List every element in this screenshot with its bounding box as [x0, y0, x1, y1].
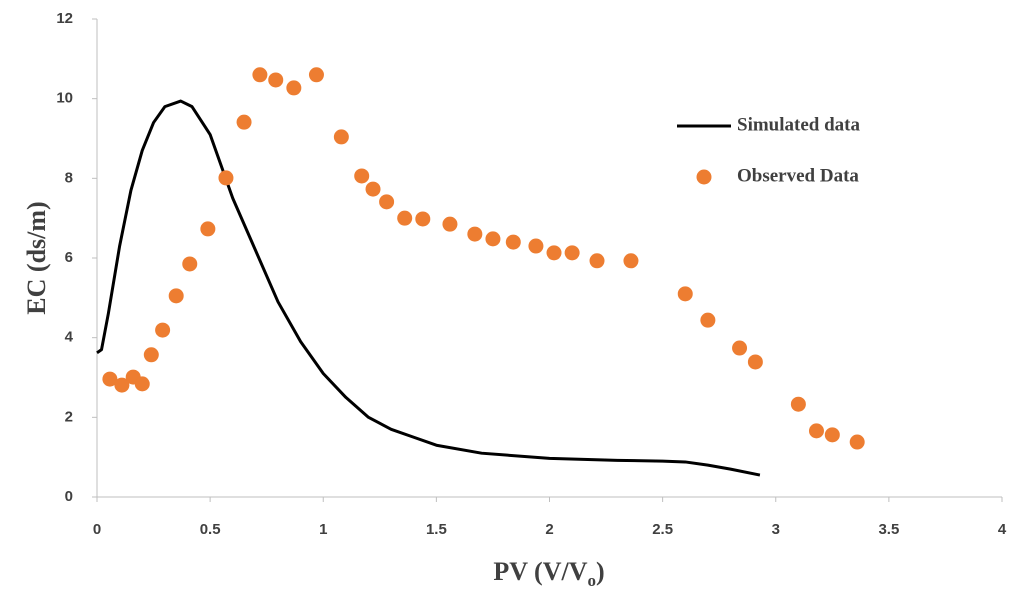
observed-point [747, 354, 763, 370]
observed-point [354, 168, 370, 184]
y-axis-label: EC (ds/m) [22, 201, 51, 314]
observed-point [564, 245, 580, 261]
observed-point [485, 231, 501, 247]
observed-point [143, 347, 159, 363]
y-tick-label: 0 [65, 488, 73, 505]
legend-swatch [696, 169, 712, 185]
observed-point [790, 396, 806, 412]
observed-point [268, 72, 284, 88]
observed-point [379, 194, 395, 210]
observed-point [236, 114, 252, 130]
x-tick-label: 1 [319, 521, 327, 538]
observed-point [308, 67, 324, 83]
observed-point [365, 181, 381, 197]
observed-point [589, 253, 605, 269]
observed-point [333, 129, 349, 145]
observed-point [732, 340, 748, 356]
y-tick-label: 6 [65, 249, 73, 266]
observed-point [677, 286, 693, 302]
observed-point [415, 211, 431, 227]
observed-point [442, 216, 458, 232]
observed-point [623, 253, 639, 269]
observed-point [134, 376, 150, 392]
observed-point [168, 288, 184, 304]
x-tick-label: 2.5 [652, 521, 673, 538]
y-tick-label: 12 [56, 10, 73, 27]
y-tick-label: 2 [65, 408, 73, 425]
x-tick-label: 3 [772, 521, 780, 538]
x-tick-label: 0.5 [200, 521, 221, 538]
x-label-main: PV (V/V [493, 557, 587, 586]
x-tick-label: 2 [545, 521, 553, 538]
x-tick-label: 3.5 [878, 521, 899, 538]
observed-point [528, 238, 544, 254]
observed-point [397, 210, 413, 226]
observed-point [286, 80, 302, 96]
simulated-line [96, 99, 761, 477]
x-label-end: ) [596, 557, 605, 586]
x-tick-label: 1.5 [426, 521, 447, 538]
observed-point [505, 234, 521, 250]
observed-point [700, 312, 716, 328]
observed-point [114, 377, 130, 393]
observed-point [182, 256, 198, 272]
x-label-sub: o [587, 571, 596, 590]
y-tick-label: 10 [56, 90, 73, 107]
observed-point [200, 221, 216, 237]
observed-point [218, 170, 234, 186]
observed-point [546, 245, 562, 261]
x-axis-label: PV (V/Vo) [493, 557, 604, 590]
observed-point [824, 427, 840, 443]
observed-point [252, 67, 268, 83]
y-tick-label: 4 [65, 329, 74, 346]
observed-point [808, 423, 824, 439]
observed-point [155, 322, 171, 338]
y-tick-label: 8 [65, 169, 73, 186]
observed-point [467, 226, 483, 242]
legend-label: Simulated data [737, 114, 860, 135]
observed-point [849, 434, 865, 450]
legend-label: Observed Data [737, 165, 859, 186]
x-tick-label: 0 [93, 521, 101, 538]
x-tick-label: 4 [998, 521, 1007, 538]
observed-point [102, 371, 118, 387]
